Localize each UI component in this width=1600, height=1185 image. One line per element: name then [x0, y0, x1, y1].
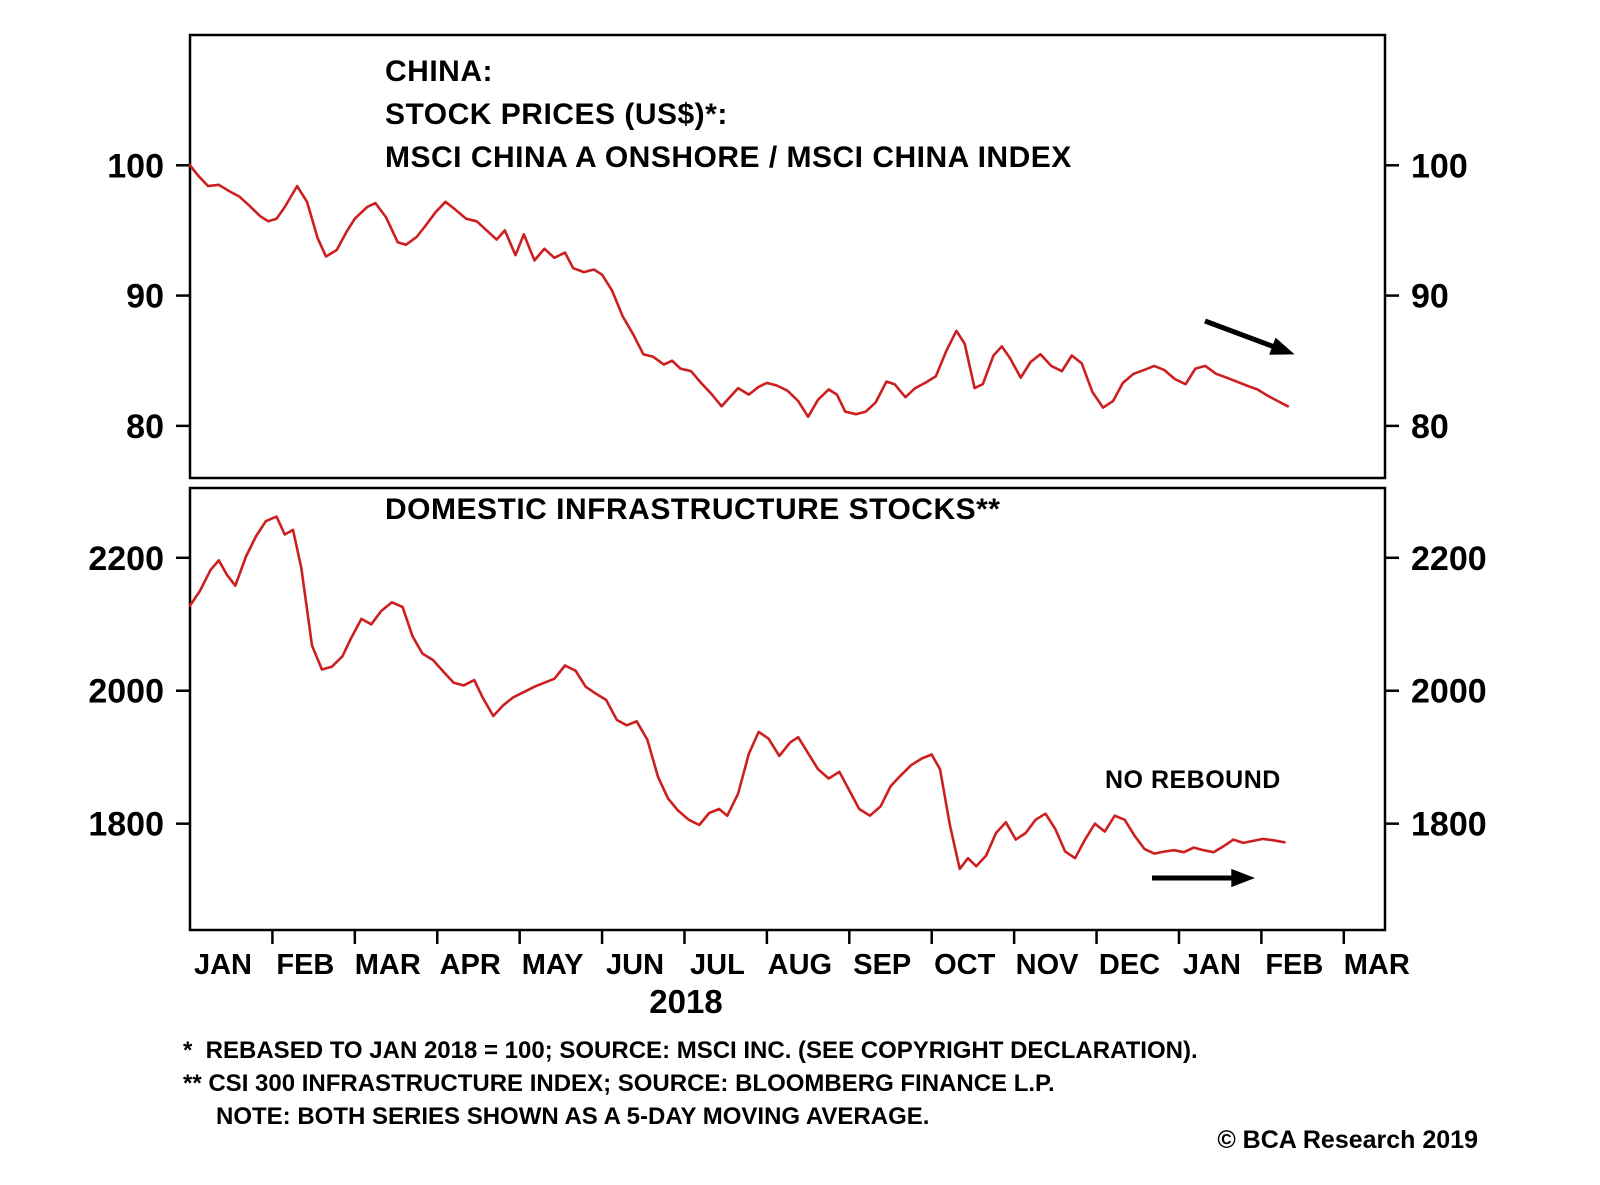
x-axis-month-label: AUG — [768, 949, 832, 981]
x-axis-month-label: OCT — [934, 949, 996, 981]
top-panel-title-line2: STOCK PRICES (US$)*: — [385, 98, 728, 131]
footnote-moving-average: NOTE: BOTH SERIES SHOWN AS A 5-DAY MOVIN… — [216, 1103, 930, 1130]
footnote-rebased: * REBASED TO JAN 2018 = 100; SOURCE: MSC… — [183, 1037, 1198, 1064]
top-panel-title-line1: CHINA: — [385, 55, 493, 88]
y-axis-label-left: 2000 — [88, 673, 164, 711]
x-axis-month-label: JUN — [606, 949, 664, 981]
x-axis-year-label: 2018 — [649, 983, 723, 1020]
x-axis-month-label: JAN — [1183, 949, 1241, 981]
x-axis-month-label: APR — [440, 949, 501, 981]
x-axis-month-label: FEB — [276, 949, 334, 981]
x-axis-month-label: DEC — [1099, 949, 1160, 981]
y-axis-label-right: 2000 — [1411, 673, 1487, 711]
y-axis-label-right: 100 — [1411, 147, 1468, 185]
x-axis-month-label: MAR — [355, 949, 421, 981]
copyright: © BCA Research 2019 — [1217, 1126, 1478, 1154]
y-axis-label-left: 90 — [126, 278, 164, 316]
msci-ratio-series-line — [188, 164, 1290, 419]
x-axis-month-label: JAN — [194, 949, 252, 981]
downtrend-arrow-head — [1269, 337, 1295, 355]
x-axis-month-label: SEP — [853, 949, 911, 981]
y-axis-label-left: 2200 — [88, 540, 164, 578]
x-axis-month-label: NOV — [1016, 949, 1080, 981]
top-panel-title-line3: MSCI CHINA A ONSHORE / MSCI CHINA INDEX — [385, 141, 1072, 174]
infrastructure-series-line — [188, 515, 1286, 871]
x-axis-month-label: JUL — [690, 949, 745, 981]
bottom-panel-title: DOMESTIC INFRASTRUCTURE STOCKS** — [385, 493, 1001, 526]
y-axis-label-right: 90 — [1411, 278, 1449, 316]
y-axis-label-left: 80 — [126, 408, 164, 446]
x-axis-month-label: MAR — [1344, 949, 1410, 981]
top-panel-frame — [188, 33, 1387, 480]
bottom-panel-frame — [188, 486, 1387, 932]
y-axis-label-right: 1800 — [1411, 806, 1487, 844]
no-rebound-arrow-head — [1231, 868, 1255, 888]
y-axis-label-left: 100 — [107, 147, 164, 185]
y-axis-label-right: 80 — [1411, 408, 1449, 446]
footnote-csi300: ** CSI 300 INFRASTRUCTURE INDEX; SOURCE:… — [183, 1070, 1055, 1097]
y-axis-label-left: 1800 — [88, 806, 164, 844]
no-rebound-label: NO REBOUND — [1105, 766, 1281, 794]
x-axis-month-label: MAY — [522, 949, 584, 981]
y-axis-label-right: 2200 — [1411, 540, 1487, 578]
x-axis-month-label: FEB — [1265, 949, 1323, 981]
